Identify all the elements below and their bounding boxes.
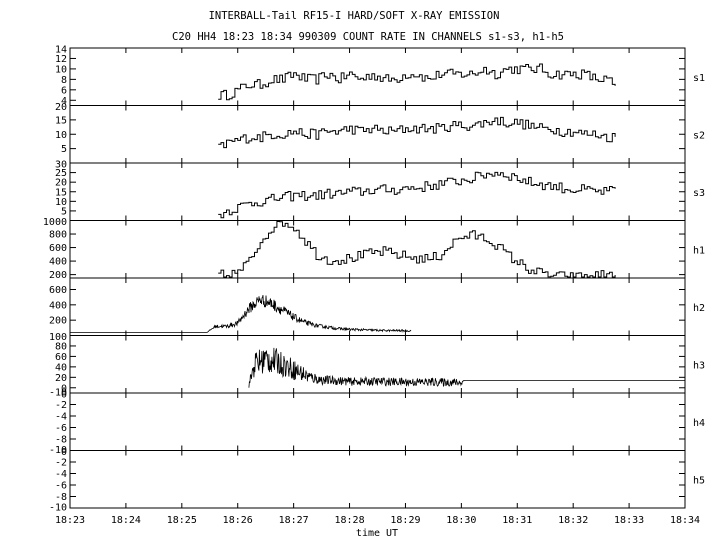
y-tick-label: -8	[55, 492, 67, 503]
series-h3	[248, 347, 685, 388]
y-tick-label: 200	[49, 270, 67, 281]
channel-label-h2: h2	[693, 303, 705, 314]
x-tick-label: 18:26	[223, 515, 253, 526]
x-tick-label: 18:23	[55, 515, 85, 526]
y-tick-label: 0	[61, 390, 67, 401]
y-tick-label: 0	[61, 383, 67, 394]
y-tick-label: -10	[49, 503, 67, 514]
y-tick-label: 20	[55, 178, 67, 189]
panel-frame	[69, 162, 686, 221]
y-tick-label: 12	[55, 54, 67, 65]
y-tick-label: -8	[55, 435, 67, 446]
y-tick-label: 10	[55, 197, 67, 208]
panel-h1: 1000 800 600 400 200 h1	[43, 217, 705, 281]
channel-label-h5: h5	[693, 475, 705, 486]
y-tick-label: -10	[49, 445, 67, 456]
y-tick-label: 600	[49, 285, 67, 296]
y-tick-label: 25	[55, 168, 67, 179]
channel-label-s1: s1	[693, 73, 705, 84]
y-tick-label: -6	[55, 423, 67, 434]
x-tick-label: 18:32	[558, 515, 588, 526]
panel-frame	[69, 277, 686, 336]
x-tick-label: 18:28	[334, 515, 364, 526]
x-tick-label: 18:24	[111, 515, 141, 526]
y-tick-label: 6	[61, 85, 67, 96]
y-tick-label: -6	[55, 481, 67, 492]
y-tick-label: 10	[55, 130, 67, 141]
y-tick-label: 200	[49, 316, 67, 327]
y-tick-label: 4	[61, 96, 67, 107]
y-tick-label: -4	[55, 412, 67, 423]
chart-subtitle: C20 HH4 18:23 18:34 990309 COUNT RATE IN…	[172, 31, 564, 43]
x-tick-label: 18:33	[614, 515, 644, 526]
y-tick-label: 1000	[43, 217, 67, 228]
panel-h2: 600 400 200 h2	[49, 277, 705, 336]
y-tick-label: 100	[49, 332, 67, 343]
y-tick-label: 10	[55, 64, 67, 75]
series-h2	[70, 295, 412, 333]
y-tick-label: 15	[55, 187, 67, 198]
panel-frame	[69, 220, 686, 279]
y-tick-label: 40	[55, 362, 67, 373]
x-tick-label: 18:31	[502, 515, 532, 526]
y-tick-label: -10	[49, 388, 67, 399]
channel-label-h4: h4	[693, 418, 705, 429]
y-tick-label: 60	[55, 352, 67, 363]
series-s3	[218, 171, 616, 219]
y-tick-label: 30	[55, 160, 67, 171]
chart-title: INTERBALL-Tail RF15-I HARD/SOFT X-RAY EM…	[209, 10, 500, 22]
channel-label-s2: s2	[693, 130, 705, 141]
y-tick-label: 8	[61, 75, 67, 86]
panel-frame	[69, 392, 686, 451]
y-tick-label: 5	[61, 144, 67, 155]
y-tick-label: 5	[61, 206, 67, 217]
x-tick-label: 18:30	[446, 515, 476, 526]
channel-label-h3: h3	[693, 360, 705, 371]
y-tick-label: -4	[55, 469, 67, 480]
channel-label-s3: s3	[693, 188, 705, 199]
y-tick-label: 400	[49, 300, 67, 311]
channel-label-h1: h1	[693, 245, 705, 256]
y-tick-label: 0	[61, 447, 67, 458]
panel-s2: 20 15 10 5 s2	[55, 102, 705, 164]
x-tick-label: 18:27	[279, 515, 309, 526]
panels: 141210864s12015105s230252015105s31000800…	[43, 45, 705, 514]
panel-frame	[69, 450, 686, 509]
y-tick-label: 800	[49, 230, 67, 241]
y-tick-label: 20	[55, 373, 67, 384]
series-h1	[218, 221, 616, 278]
y-tick-label: 600	[49, 243, 67, 254]
y-tick-label: -2	[55, 458, 67, 469]
x-tick-label: 18:34	[670, 515, 700, 526]
y-tick-label: 400	[49, 257, 67, 268]
y-tick-label: -2	[55, 400, 67, 411]
y-tick-label: 15	[55, 115, 67, 126]
series-s2	[218, 116, 616, 149]
series-s1	[218, 63, 616, 101]
x-tick-label: 18:29	[390, 515, 420, 526]
y-tick-label: 14	[55, 45, 67, 56]
x-tick-label: 18:25	[167, 515, 197, 526]
y-tick-label: 20	[55, 102, 67, 113]
x-axis-label: time UT	[356, 528, 398, 539]
y-tick-label: 80	[55, 341, 67, 352]
x-axis: 18:23 18:24 18:25 18:26 18:27 18:28 18:29 18:30…	[55, 515, 700, 526]
